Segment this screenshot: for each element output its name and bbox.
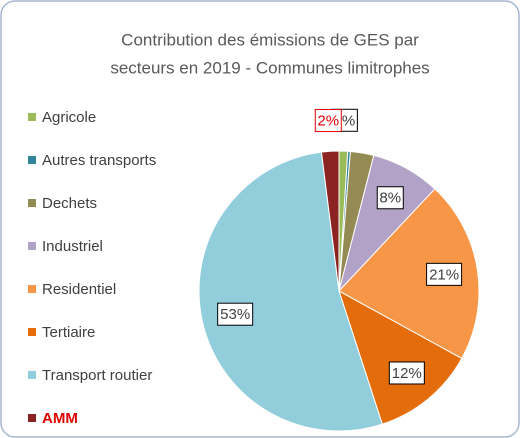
legend-label: Transport routier	[42, 367, 152, 384]
data-label-box	[376, 186, 404, 210]
legend-swatch	[28, 414, 36, 422]
data-label-box	[314, 109, 342, 133]
legend-label: AMM	[42, 410, 78, 427]
data-label-box	[426, 262, 463, 286]
chart-title: secteurs en 2019 - Communes limitrophes	[110, 58, 429, 77]
legend-label: Industriel	[42, 238, 103, 255]
data-label-box	[388, 361, 425, 385]
pie-slice	[338, 188, 480, 360]
legend-label: Autres transports	[42, 152, 156, 169]
data-label: 53%	[220, 306, 250, 323]
legend-swatch	[28, 285, 36, 293]
legend-swatch	[28, 199, 36, 207]
legend-label: Tertiaire	[42, 324, 95, 341]
data-label: 12%	[392, 365, 422, 382]
pie-slice	[198, 151, 383, 432]
data-label: 21%	[429, 266, 459, 283]
data-label-box	[217, 302, 254, 326]
legend-swatch	[28, 113, 36, 121]
pie-slice	[338, 289, 463, 425]
legend-swatch	[28, 371, 36, 379]
legend-swatch	[28, 156, 36, 164]
legend-label: Residentiel	[42, 281, 116, 298]
pie-slice	[320, 150, 340, 292]
legend-label: Agricole	[42, 109, 96, 126]
legend-swatch	[28, 328, 36, 336]
data-label: 8%	[379, 190, 401, 207]
legend-label: Dechets	[42, 195, 97, 212]
chart-title: Contribution des émissions de GES par	[121, 30, 419, 49]
legend-swatch	[28, 242, 36, 250]
data-label: 2%	[317, 113, 339, 130]
